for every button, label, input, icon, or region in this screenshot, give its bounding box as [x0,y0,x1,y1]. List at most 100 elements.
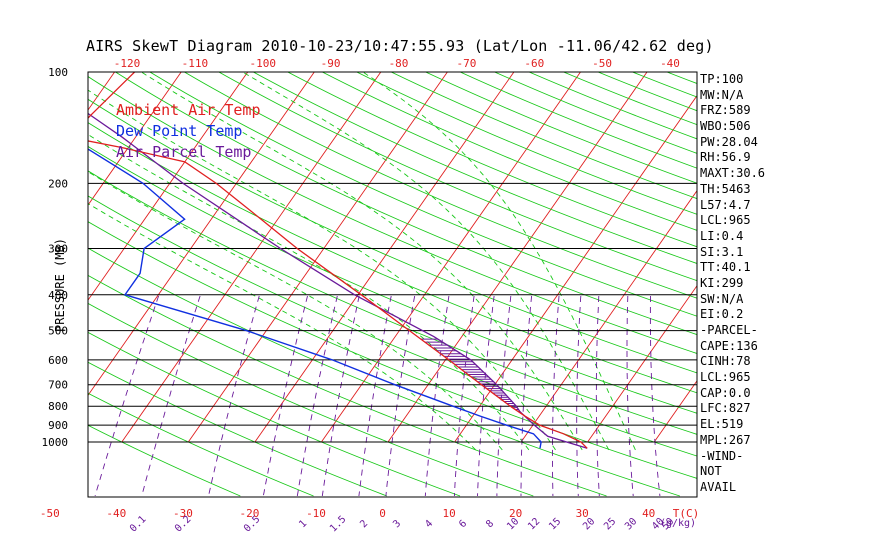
dry-adiabat-line [322,72,697,231]
pressure-tick-label: 100 [48,66,68,79]
mixing-ratio-line [453,295,475,497]
isotherm-line [254,72,515,443]
dry-adiabat-line [184,72,697,299]
stability-indices: TP:100 MW:N/A FRZ:589 WBO:506 PW:28.04 R… [700,72,865,496]
sounding-profiles [88,72,588,449]
top-temperature-tick-label: -80 [389,57,409,70]
dry-adiabat-line [88,221,697,479]
legend: Ambient Air Temp Dew Point Temp Air Parc… [116,100,261,163]
top-temperature-tick-label: -50 [592,57,612,70]
dry-adiabat-line [460,72,697,169]
temperature-tick-label: -30 [173,507,193,520]
index-l57: L57:4.7 [700,197,751,212]
mixing-ratio-line [649,296,661,497]
mixing-ratio-label: 1.5 [328,514,349,535]
index-mw: MW:N/A [700,87,744,102]
moist-adiabat-line [88,171,503,451]
legend-ambient-air-temp: Ambient Air Temp [116,101,261,119]
top-temperature-tick-label: -90 [321,57,341,70]
index-wbo: WBO:506 [700,119,751,134]
top-temperature-tick-label: -70 [456,57,476,70]
dry-adiabat-line [88,302,534,497]
index-frz: FRZ:589 [700,103,751,118]
mixing-ratio-label: 15 [547,516,563,532]
mixing-ratio-label: 0.1 [128,514,149,535]
dry-adiabat-line [425,72,697,184]
top-temperature-tick-label: -40 [660,57,680,70]
index-tp: TP:100 [700,72,744,86]
mixing-ratio-label: 1 [297,518,309,530]
dry-adiabat-line [115,72,697,336]
mixing-ratio-line [477,295,495,497]
isotherm-line [0,32,10,442]
dry-adiabat-line [149,72,697,317]
dry-adiabat-line [218,72,697,282]
mixing-ratio-label: 12 [526,516,542,532]
legend-dew-point-temp: Dew Point Temp [116,122,243,140]
wind-header: -WIND- [700,448,744,463]
mixing-ratio-line [552,295,560,497]
temperature-tick-label: -40 [106,507,126,520]
dry-adiabat-line [253,72,697,264]
mixing-ratio-label: 4 [423,518,435,530]
moist-adiabat-line [362,72,636,451]
dry-adiabat-line [494,72,697,154]
index-mpl: MPL:267 [700,432,751,447]
index-si: SI:3.1 [700,244,744,259]
index-tt: TT:40.1 [700,260,751,275]
index-rh: RH:56.9 [700,150,751,165]
dry-adiabat-line [88,76,697,354]
isotherm-line [587,284,697,443]
plot-frame [87,71,698,498]
top-temperature-tick-label: -100 [250,57,277,70]
top-temperature-tick-label: -120 [114,57,141,70]
mixing-ratio-label: 30 [623,516,639,532]
index-cap: CAP:0.0 [700,385,751,400]
index-lfc: LFC:827 [700,401,751,416]
mixing-ratio-line [321,295,360,497]
isotherm-line [88,72,315,397]
index-pw: PW:28.04 [700,134,758,149]
index-cinh: CINH:78 [700,354,751,369]
isotherm-line [88,72,249,301]
temperature-tick-label: 10 [442,507,455,520]
mixing-ratio-line [595,295,600,497]
temperature-tick-label: -50 [40,507,60,520]
temperature-tick-label: 0 [379,507,386,520]
dry-adiabat-line [88,98,697,374]
pressure-tick-label: 400 [48,289,68,302]
mixing-ratio-line [385,295,416,497]
isotherm-line [88,72,182,206]
isotherm-line [520,189,697,443]
isotherm-line [187,72,448,443]
mixing-ratio-label: 25 [602,516,618,532]
dry-adiabat-line [391,72,697,200]
index-cape: CAPE:136 [700,338,758,353]
temperature-tick-label: -10 [306,507,326,520]
index-li: LI:0.4 [700,228,744,243]
mixing-ratio-label: 2 [358,518,370,530]
pressure-tick-label: 300 [48,243,68,256]
pressure-tick-label: 600 [48,354,68,367]
legend-air-parcel-temp: Air Parcel Temp [116,143,252,161]
air-parcel-temp-line [88,112,588,449]
top-temperature-tick-label: -110 [182,57,209,70]
mixing-ratio-label: 8 [484,518,496,530]
temperature-tick-label: 40 [642,507,655,520]
pressure-lines [88,71,697,443]
mixing-ratio-line [208,295,260,497]
mixing-ratio-unit-label: (g/kg) [660,518,696,529]
pressure-tick-label: 900 [48,419,68,432]
index-ki: KI:299 [700,275,744,290]
y-axis-title: PRESSURE (MB) [53,238,67,332]
wind-avail: AVAIL [700,479,737,494]
mixing-ratio-label: 6 [457,518,469,530]
temperature-tick-label: 30 [576,507,589,520]
mixing-ratio-line [520,295,533,496]
index-lcl: LCL:965 [700,213,751,228]
mixing-ratio-line [358,295,392,497]
mixing-ratio-line [626,295,634,497]
pressure-tick-label: 1000 [42,436,69,449]
dew-point-temp-line [88,148,542,449]
